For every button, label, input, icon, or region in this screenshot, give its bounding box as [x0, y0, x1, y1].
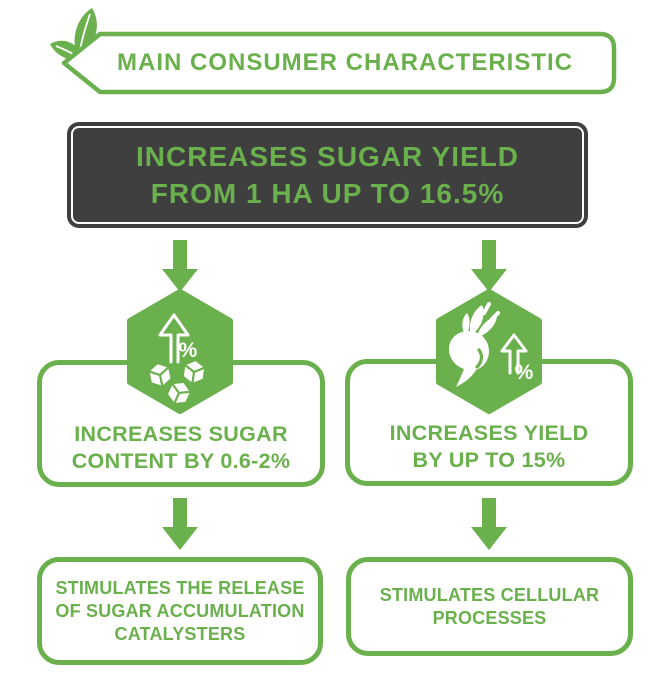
- text-line: CONTENT BY 0.6-2%: [71, 449, 291, 473]
- sugar-cube-icon: [149, 364, 171, 386]
- percent-sign: %: [515, 361, 534, 384]
- beet-leaf-tips: [482, 302, 500, 321]
- sugar-cube-icon: [168, 382, 191, 404]
- sugar-cubes-yield-up-icon: %: [127, 289, 233, 414]
- cellular-processes-text: STIMULATES CELLULAR PROCESSES: [351, 562, 628, 651]
- cellular-processes-box: STIMULATES CELLULAR PROCESSES: [346, 557, 633, 656]
- banner-line: FROM 1 HA UP TO 16.5%: [150, 178, 505, 209]
- sugar-content-text: INCREASES SUGAR CONTENT BY 0.6-2%: [42, 421, 320, 475]
- header-label-shape: [61, 31, 617, 95]
- down-arrow-icon: [162, 240, 198, 292]
- percent-sign: %: [179, 339, 198, 362]
- beet-leaf: [462, 313, 470, 334]
- banner-line: INCREASES SUGAR YIELD: [136, 141, 519, 172]
- beet-leaf: [469, 305, 484, 332]
- catalysters-text: STIMULATES THE RELEASE OF SUGAR ACCUMULA…: [42, 562, 318, 660]
- beet-leaf: [478, 316, 497, 336]
- main-benefit-banner: INCREASES SUGAR YIELD FROM 1 HA UP TO 16…: [67, 122, 588, 228]
- beet-body: [449, 331, 489, 387]
- text-line: INCREASES SUGAR: [74, 422, 288, 446]
- up-arrow-outline-icon: [158, 313, 190, 364]
- down-arrow-icon: [471, 240, 507, 292]
- up-arrow-outline-icon: [500, 333, 528, 375]
- header-outline: [61, 31, 617, 95]
- catalysters-box: STIMULATES THE RELEASE OF SUGAR ACCUMULA…: [37, 557, 323, 665]
- yield-text: INCREASES YIELD BY UP TO 15%: [350, 420, 628, 474]
- down-arrow-icon: [471, 498, 507, 550]
- down-arrow-icon: [162, 498, 198, 550]
- sugar-cube-icon: [183, 361, 205, 384]
- page-title: MAIN CONSUMER CHARACTERISTIC: [117, 49, 573, 76]
- text-line: STIMULATES CELLULAR: [379, 584, 600, 605]
- beet-highlight: [475, 348, 484, 369]
- text-line: BY UP TO 15%: [412, 448, 566, 472]
- text-line: OF SUGAR ACCUMULATION: [55, 600, 305, 621]
- text-line: CATALYSTERS: [114, 623, 246, 644]
- text-line: STIMULATES THE RELEASE: [55, 577, 305, 598]
- text-line: INCREASES YIELD: [389, 421, 589, 445]
- text-line: PROCESSES: [432, 607, 547, 628]
- sugar-beet-yield-up-icon: %: [436, 289, 542, 414]
